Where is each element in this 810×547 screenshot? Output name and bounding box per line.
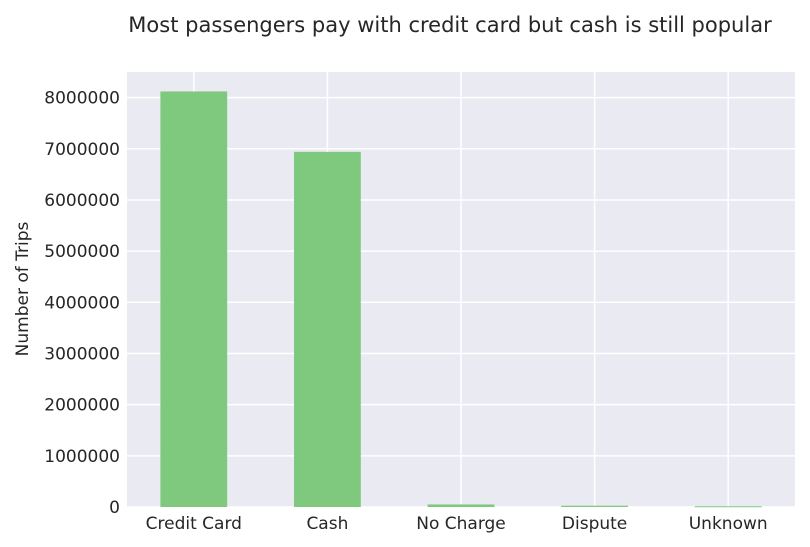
y-tick-label: 8000000 [44,89,120,109]
y-tick-label: 0 [109,498,120,518]
y-axis-label: Number of Trips [13,221,33,356]
x-tick-labels: Credit Card Cash No Charge Dispute Unknown [146,514,768,534]
bar-cash [294,151,361,507]
x-tick-label: Unknown [689,514,768,534]
bar-no-charge [427,504,495,507]
bar-credit-card [160,91,228,508]
y-tick-label: 2000000 [44,396,120,416]
y-tick-label: 1000000 [44,447,120,467]
bar-unknown [694,506,762,508]
y-tick-labels: 0 1000000 2000000 3000000 4000000 5000000 6000… [44,89,120,518]
y-tick-label: 6000000 [44,191,120,211]
x-tick-label: No Charge [416,514,506,534]
y-tick-label: 7000000 [44,140,120,160]
x-tick-label: Dispute [562,514,627,534]
x-tick-label: Credit Card [146,514,242,534]
y-tick-label: 5000000 [44,242,120,262]
x-tick-label: Cash [306,514,348,534]
bars [160,91,762,508]
chart-title: Most passengers pay with credit card but… [128,13,772,37]
y-tick-label: 3000000 [44,344,120,364]
bar-dispute [561,505,628,507]
y-tick-label: 4000000 [44,293,120,313]
